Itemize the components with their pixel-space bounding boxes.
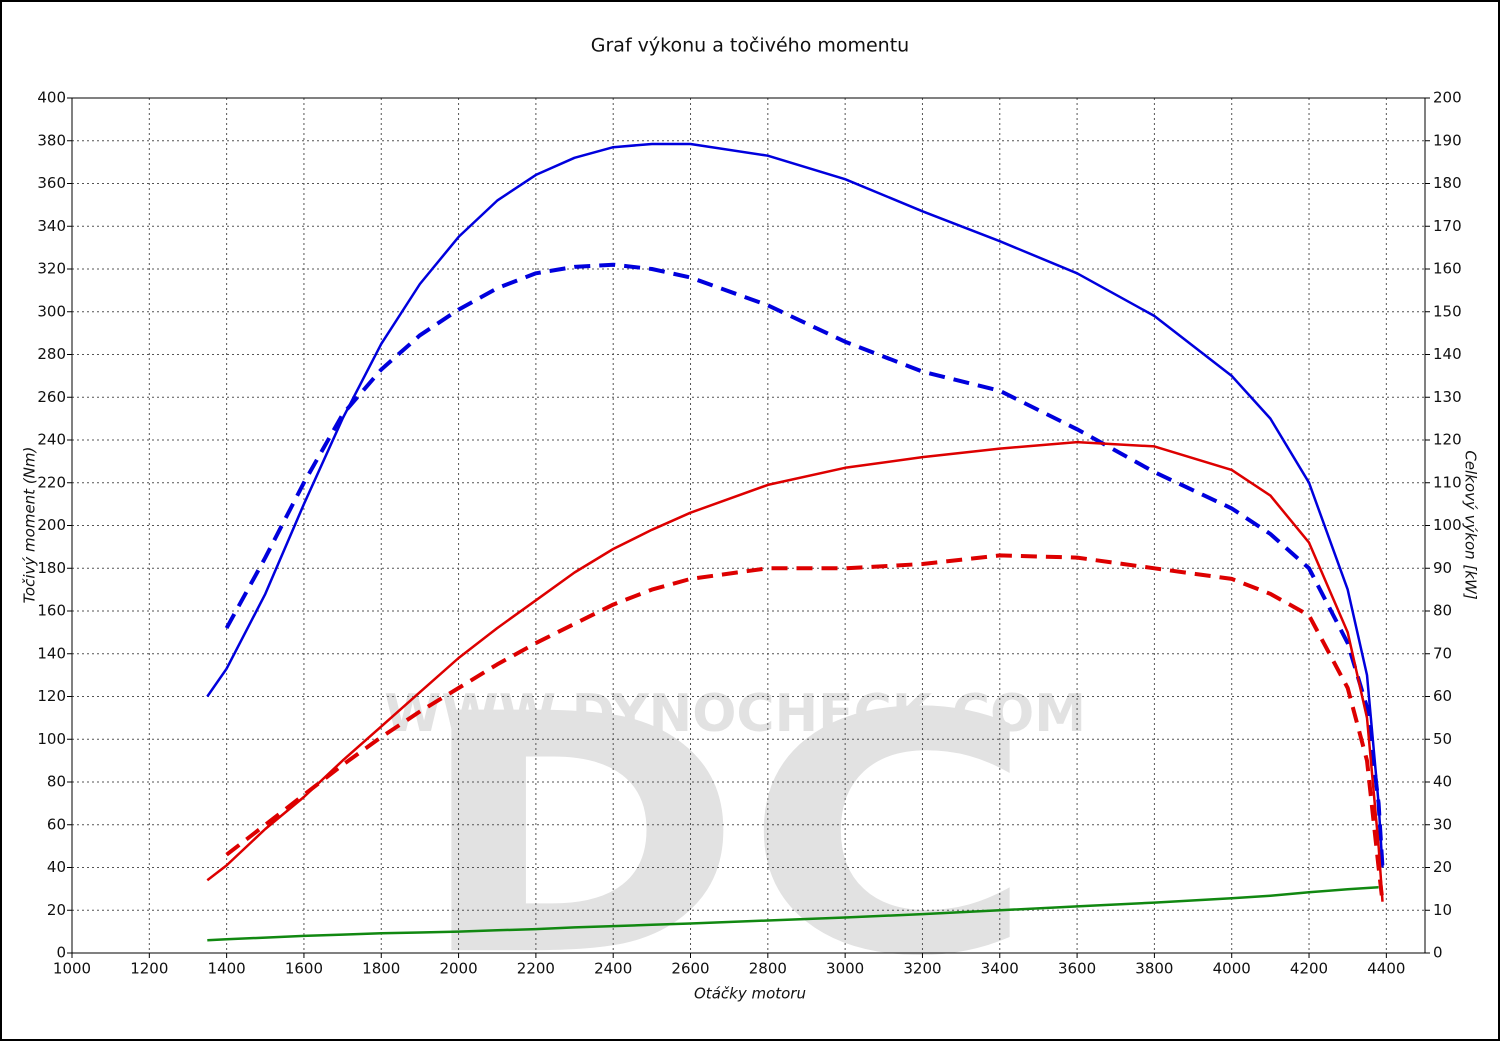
watermark-logo: DC (415, 644, 1035, 1028)
x-tick-label: 2400 (594, 960, 632, 978)
series-line (206, 142, 1384, 868)
x-tick-label: 4400 (1367, 960, 1405, 978)
y2-tick-label: 120 (1433, 431, 1462, 449)
y-tick-label: 380 (37, 131, 66, 149)
y2-tick-label: 200 (1433, 89, 1462, 107)
y2-axis-label: Celkový výkon [kW] (1462, 450, 1480, 600)
y-tick-label: 220 (37, 473, 66, 491)
series-line (225, 553, 1385, 902)
y-tick-label: 140 (37, 644, 66, 662)
x-tick-label: 3800 (1135, 960, 1173, 978)
x-tick-label: 2800 (749, 960, 787, 978)
x-tick-label: 1600 (285, 960, 323, 978)
x-tick-label: 2200 (517, 960, 555, 978)
watermark-url: WWW.DYNOCHECK.COM (384, 684, 1086, 744)
series-line (207, 885, 1379, 942)
y-tick-label: 320 (37, 260, 66, 278)
y-tick-label: 160 (37, 602, 66, 620)
y-tick-label: 360 (37, 174, 66, 192)
y2-tick-label: 80 (1433, 602, 1452, 620)
y2-tick-label: 60 (1433, 687, 1452, 705)
y-tick-label: 180 (37, 559, 66, 577)
y-tick-label: 40 (47, 858, 66, 876)
x-tick-label: 3400 (981, 960, 1019, 978)
x-tick-label: 4200 (1290, 960, 1328, 978)
y2-tick-label: 100 (1433, 516, 1462, 534)
y-tick-label: 20 (47, 901, 66, 919)
y2-tick-label: 30 (1433, 815, 1452, 833)
x-tick-label: 2000 (439, 960, 477, 978)
y2-tick-label: 20 (1433, 858, 1452, 876)
y-tick-label: 100 (37, 730, 66, 748)
y-tick-label: 0 (56, 944, 66, 962)
x-tick-label: 1000 (53, 960, 91, 978)
y2-tick-label: 50 (1433, 730, 1452, 748)
y2-tick-label: 110 (1433, 473, 1462, 491)
y2-tick-label: 170 (1433, 217, 1462, 235)
series-line (206, 440, 1384, 902)
y-tick-label: 340 (37, 217, 66, 235)
y-tick-label: 80 (47, 773, 66, 791)
y2-tick-label: 70 (1433, 644, 1452, 662)
x-tick-label: 3000 (826, 960, 864, 978)
y-tick-label: 400 (37, 89, 66, 107)
x-axis-label: Otáčky motoru (694, 985, 806, 1003)
y2-tick-label: 130 (1433, 388, 1462, 406)
y-tick-label: 120 (37, 687, 66, 705)
y-tick-label: 240 (37, 431, 66, 449)
y2-tick-label: 180 (1433, 174, 1462, 192)
y-tick-label: 260 (37, 388, 66, 406)
y2-tick-label: 160 (1433, 260, 1462, 278)
y-axis-label: Točivý moment (Nm) (21, 447, 39, 604)
y2-tick-label: 190 (1433, 131, 1462, 149)
y-tick-label: 60 (47, 815, 66, 833)
plot-border (71, 97, 1426, 954)
y2-tick-label: 90 (1433, 559, 1452, 577)
y-tick-label: 300 (37, 302, 66, 320)
y-tick-label: 200 (37, 516, 66, 534)
chart-title: Graf výkonu a točivého momentu (591, 35, 909, 57)
x-tick-label: 3200 (903, 960, 941, 978)
x-tick-label: 2600 (671, 960, 709, 978)
x-tick-label: 4000 (1213, 960, 1251, 978)
x-tick-label: 1400 (208, 960, 246, 978)
y2-tick-label: 0 (1433, 944, 1443, 962)
x-tick-label: 3600 (1058, 960, 1096, 978)
y-tick-label: 280 (37, 345, 66, 363)
x-tick-label: 1800 (362, 960, 400, 978)
y2-tick-label: 10 (1433, 901, 1452, 919)
y2-tick-label: 150 (1433, 302, 1462, 320)
y2-tick-label: 40 (1433, 773, 1452, 791)
y2-tick-label: 140 (1433, 345, 1462, 363)
series-line (224, 262, 1385, 868)
x-tick-label: 1200 (130, 960, 168, 978)
